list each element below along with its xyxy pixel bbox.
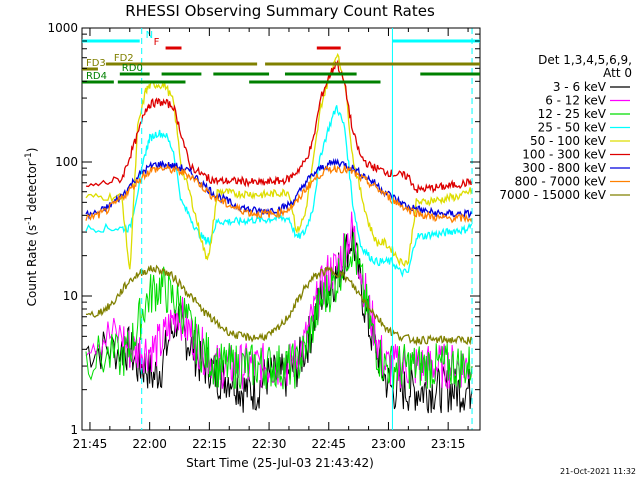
- legend-label: 25 - 50 keV: [538, 121, 607, 135]
- legend-label: 800 - 7000 keV: [515, 175, 607, 189]
- x-tick-label: 23:15: [431, 437, 466, 451]
- y-label-sup2: -1: [24, 152, 34, 161]
- legend-label: 3 - 6 keV: [553, 80, 607, 94]
- y-label-sup1: -1: [24, 216, 34, 225]
- x-axis-label: Start Time (25-Jul-03 21:43:42): [186, 456, 374, 470]
- y-tick-label: 10: [63, 289, 78, 303]
- y-tick-label: 1000: [47, 21, 78, 35]
- series-line-3: [85, 232, 473, 390]
- series-line-1: [85, 225, 473, 414]
- y-tick-label: 1: [70, 423, 78, 437]
- series-layer: [85, 52, 473, 414]
- y-axis-label: Count Rate (s-1 detector-1): [24, 148, 39, 307]
- legend-header-line: Det 1,3,4,5,6,9,: [538, 53, 632, 67]
- legend-header-line: Att 0: [603, 66, 632, 80]
- legend-label: 6 - 12 keV: [545, 94, 607, 108]
- y-label-mid: detector: [25, 161, 39, 216]
- state-label-rd0: RD0: [122, 63, 143, 74]
- x-tick-label: 21:45: [73, 437, 108, 451]
- series-line-9: [85, 264, 473, 347]
- legend-label: 50 - 100 keV: [530, 134, 607, 148]
- footer-date: 21-Oct-2021 11:32: [560, 467, 636, 476]
- plot-border: [81, 27, 481, 431]
- legend-label: 300 - 800 keV: [522, 161, 606, 175]
- legend-label: 100 - 300 keV: [522, 148, 606, 162]
- plot-frame: [81, 27, 481, 431]
- legend-label: 12 - 25 keV: [538, 107, 607, 121]
- state-label-fd2: FD2: [114, 53, 134, 64]
- x-tick-label: 22:15: [192, 437, 227, 451]
- y-tick-label: 100: [55, 155, 78, 169]
- state-label-f: F: [154, 37, 160, 48]
- series-line-8: [85, 163, 473, 224]
- state-label-rd4: RD4: [86, 71, 107, 82]
- chart-title: RHESSI Observing Summary Count Rates: [125, 2, 435, 20]
- state-bars-layer: NFFD2FD3RD0RD4: [82, 28, 480, 430]
- series-line-6: [85, 59, 473, 194]
- x-tick-label: 22:45: [311, 437, 346, 451]
- axes-layer: 21:45 22:00 22:15 22:30 22:45 23:00 23:15 1 10 10…: [47, 21, 480, 451]
- state-label-fd3: FD3: [86, 58, 106, 69]
- y-label-main: Count Rate (s: [25, 225, 39, 307]
- y-label-end: ): [25, 148, 39, 153]
- series-line-5: [85, 52, 473, 270]
- x-tick-label: 22:30: [252, 437, 287, 451]
- series-line-4: [85, 105, 473, 278]
- x-tick-label: 22:00: [132, 437, 167, 451]
- legend-label: 7000 - 15000 keV: [499, 188, 606, 202]
- x-tick-label: 23:00: [371, 437, 406, 451]
